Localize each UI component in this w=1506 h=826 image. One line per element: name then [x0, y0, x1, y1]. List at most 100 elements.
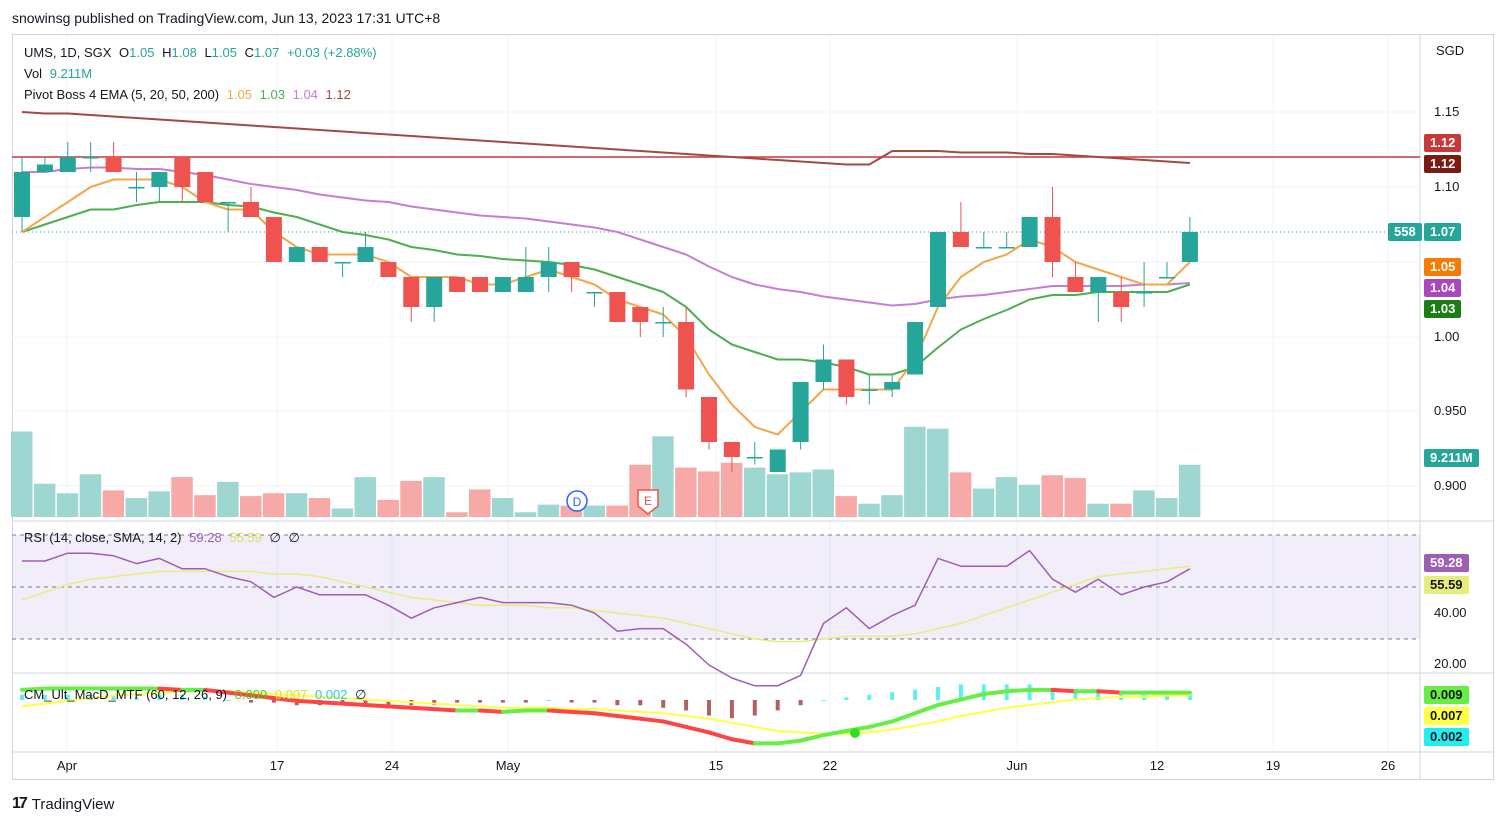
macd-line-segment: [249, 693, 276, 701]
earnings-marker: [637, 489, 659, 515]
macd-line-segment: [294, 698, 322, 705]
macd-line-segment: [615, 713, 643, 721]
macd-histogram-bar: [271, 700, 276, 703]
macd-extra: ∅: [355, 687, 367, 702]
macd-histogram-bar: [432, 700, 437, 706]
candle-body: [586, 292, 603, 294]
symbol-name: UMS, 1D, SGX: [24, 45, 112, 60]
candle-body: [884, 382, 901, 390]
volume-bar: [240, 496, 262, 517]
ema20-value: 1.03: [259, 87, 285, 102]
price-tick: 1.15: [1434, 104, 1460, 119]
ema5-price-tag: 1.05: [1424, 258, 1462, 276]
price-tick: 0.950: [1434, 403, 1467, 418]
macd-histogram-bar: [203, 697, 208, 700]
ema200-price-tag: 1.12: [1424, 155, 1462, 173]
macd-histogram-bar: [65, 694, 70, 700]
macd-histogram-bar: [134, 697, 139, 700]
ema5-value: 1.05: [226, 87, 253, 102]
rsi-price-tag: 59.28: [1424, 554, 1469, 572]
candle-body: [609, 292, 626, 322]
candle-body: [1113, 292, 1130, 307]
close-label: C: [244, 45, 254, 60]
macd-histogram-bar: [42, 694, 47, 700]
macd-histogram-bar: [821, 700, 826, 701]
macd-line-segment: [958, 692, 986, 702]
candle-body: [723, 442, 740, 457]
volume-bar: [194, 495, 216, 517]
volume-bar: [675, 467, 697, 517]
ema200-value: 1.12: [325, 87, 351, 102]
candle-body: [426, 277, 443, 307]
volume-bar: [560, 505, 583, 517]
macd-line-segment: [867, 719, 895, 729]
candle-body: [746, 457, 763, 459]
candle-body: [655, 322, 672, 324]
volume-bar: [56, 493, 79, 517]
candle-body: [952, 232, 969, 247]
candle-body: [540, 262, 557, 277]
volume-bar: [835, 496, 857, 517]
rsi-tick: 40.00: [1434, 605, 1467, 620]
time-axis-label: 17: [270, 758, 284, 773]
macd-histogram-bar: [752, 700, 757, 716]
macd-signal-value: 0.007: [274, 687, 308, 702]
macd-line-segment: [913, 703, 940, 716]
macd-histogram-bar: [729, 700, 734, 719]
volume-bar: [1178, 464, 1201, 517]
macd-histogram-bar: [936, 687, 940, 700]
macd-line-segment: [226, 690, 253, 698]
tradingview-logo[interactable]: 17 TradingView: [12, 795, 114, 813]
macd-line-segment: [20, 686, 47, 692]
volume-bar: [1156, 498, 1178, 517]
volume-bar: [698, 471, 720, 517]
dividend-marker-label: D: [573, 495, 582, 509]
bar-countdown-tag: 558: [1388, 223, 1422, 241]
macd-histogram-bar: [455, 700, 460, 703]
macd-line-segment: [478, 708, 505, 714]
volume-bar: [446, 512, 468, 517]
macd-histogram-bar: [615, 700, 620, 706]
volume-bar: [995, 477, 1018, 517]
rsi-line: [22, 549, 1191, 687]
close-value: 1.07: [254, 45, 280, 60]
macd-histogram-bar: [546, 700, 551, 701]
candle-body: [930, 232, 946, 307]
macd-histogram-bar: [684, 700, 689, 711]
volume-bar: [927, 428, 949, 517]
candle-body: [975, 247, 992, 249]
macd-line-segment: [661, 719, 689, 729]
candle-body: [1090, 277, 1107, 292]
macd-histogram-bar: [638, 700, 643, 706]
candle-body: [82, 157, 99, 159]
ema20-line: [21, 201, 1191, 376]
dividend-marker: [566, 490, 588, 512]
candle-body: [265, 217, 282, 262]
rsi-tick: 20.00: [1434, 656, 1467, 671]
time-axis-label: 15: [709, 758, 723, 773]
candle-body: [563, 262, 580, 277]
volume-bar: [400, 480, 422, 517]
price-tick: 0.900: [1434, 478, 1467, 493]
macd-histogram-bar: [569, 700, 574, 703]
publish-caption: snowinsg published on TradingView.com, J…: [12, 10, 441, 26]
ema-label: Pivot Boss 4 EMA (5, 20, 50, 200): [24, 87, 220, 102]
candle-body: [792, 382, 809, 442]
volume-bar: [148, 491, 170, 517]
candle-body: [36, 164, 53, 172]
macd-line-segment: [271, 696, 299, 703]
volume-bar: [171, 477, 193, 517]
candle-body: [334, 262, 351, 264]
macd-line-segment: [821, 729, 849, 738]
macd-histogram-bar: [707, 700, 711, 716]
macd-line-segment: [432, 707, 460, 713]
volume-bar: [308, 498, 331, 517]
volume-bar: [858, 503, 880, 517]
macd-histogram-bar: [478, 700, 482, 703]
candle-body: [1067, 277, 1084, 292]
volume-bar: [743, 467, 766, 517]
candle-body: [517, 277, 534, 292]
macd-line-segment: [1050, 687, 1078, 694]
macd-line-segment: [1096, 689, 1124, 695]
